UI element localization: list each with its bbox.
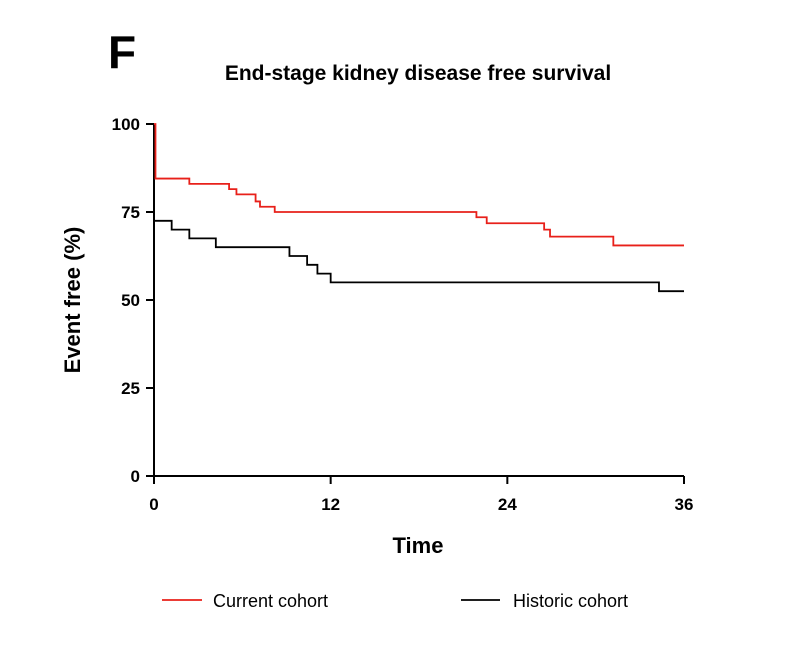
panel-letter: F (108, 26, 136, 78)
legend: Current cohort Historic cohort (162, 591, 628, 611)
y-tick-label: 50 (121, 291, 140, 310)
y-axis: 0 25 50 75 100 (112, 115, 155, 486)
series-line-historic-cohort (154, 219, 684, 293)
legend-label-historic-cohort: Historic cohort (513, 591, 628, 611)
x-tick-label: 24 (498, 495, 517, 514)
x-tick-label: 12 (321, 495, 340, 514)
y-tick-label: 25 (121, 379, 140, 398)
x-axis: 0 12 24 36 (149, 475, 694, 514)
y-tick-label: 0 (131, 467, 140, 486)
x-tick-label: 0 (149, 495, 158, 514)
y-tick-label: 100 (112, 115, 140, 134)
y-tick-label: 75 (121, 203, 140, 222)
x-axis-label: Time (393, 533, 444, 558)
y-axis-label: Event free (%) (60, 227, 85, 374)
plot-series (154, 123, 684, 293)
x-tick-label: 36 (675, 495, 694, 514)
series-line-current-cohort (154, 123, 684, 247)
chart-title: End-stage kidney disease free survival (225, 62, 611, 85)
legend-label-current-cohort: Current cohort (213, 591, 328, 611)
